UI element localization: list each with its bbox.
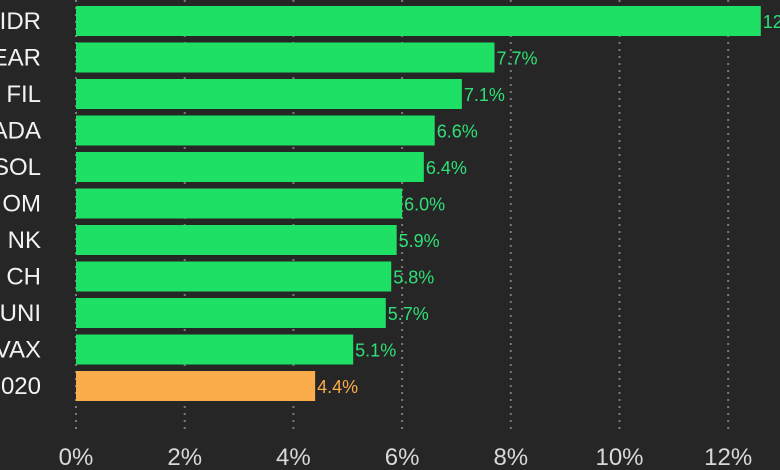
bar <box>76 79 462 109</box>
x-tick-label: 10% <box>595 444 643 470</box>
x-tick-label: 8% <box>493 444 528 470</box>
value-label: 5.7% <box>388 304 429 324</box>
value-label: 4.4% <box>317 377 358 397</box>
category-label: IDR <box>0 8 41 35</box>
category-label: UNI <box>0 300 41 327</box>
value-label: 12 <box>763 12 780 32</box>
category-label: EAR <box>0 45 41 72</box>
category-label: 020 <box>1 373 41 400</box>
bar <box>76 371 316 401</box>
bar <box>76 188 403 219</box>
value-label: 5.8% <box>393 268 434 288</box>
category-label: NK <box>8 227 41 254</box>
bar <box>76 261 392 292</box>
value-label: 5.1% <box>355 341 396 361</box>
bar <box>76 42 495 73</box>
bar <box>76 152 424 182</box>
category-label: VAX <box>0 337 41 364</box>
bar <box>76 6 761 36</box>
x-tick-label: 12% <box>704 444 752 470</box>
value-label: 6.6% <box>437 122 478 142</box>
bar <box>76 334 354 365</box>
x-tick-label: 6% <box>385 444 420 470</box>
value-label: 6.4% <box>426 158 467 178</box>
value-label: 7.7% <box>496 49 537 69</box>
value-label: 6.0% <box>404 195 445 215</box>
category-label: SOL <box>0 154 41 181</box>
x-tick-label: 0% <box>59 444 94 470</box>
category-label: OM <box>2 191 41 218</box>
value-label: 7.1% <box>464 85 505 105</box>
bar <box>76 225 397 255</box>
bar <box>76 298 386 328</box>
value-label: 5.9% <box>399 231 440 251</box>
category-label: CH <box>6 264 41 291</box>
labels: IDR 12 EAR 7.7% FIL 7.1% ADA 6.6% SOL 6.4% OM 6.0% N… <box>0 8 780 400</box>
bars <box>76 6 761 401</box>
x-tick-label: 2% <box>167 444 202 470</box>
category-label: FIL <box>6 81 41 108</box>
category-label: ADA <box>0 118 41 145</box>
x-axis-ticks: 0% 2% 4% 6% 8% 10% 12% <box>59 444 753 470</box>
bar <box>76 115 435 146</box>
x-tick-label: 4% <box>276 444 311 470</box>
